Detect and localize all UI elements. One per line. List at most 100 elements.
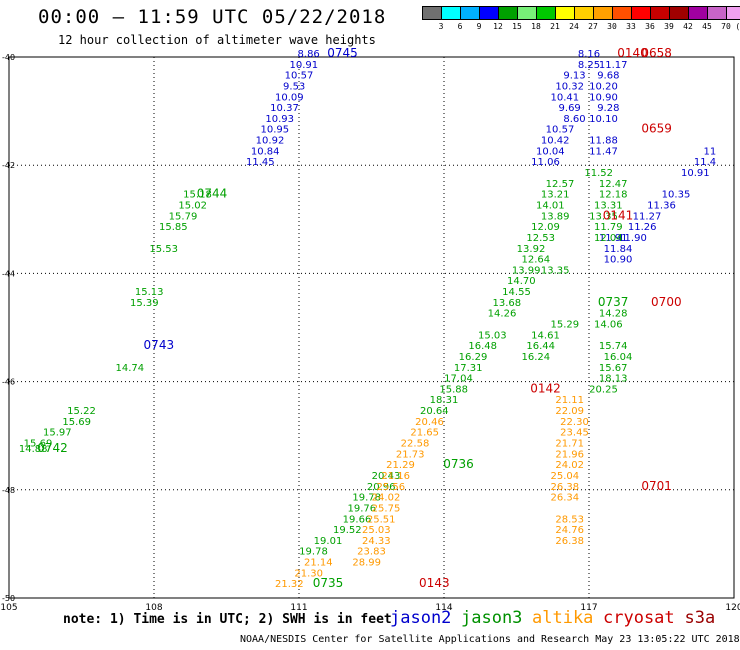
wave-height-point: 16.24: [522, 352, 551, 363]
wave-height-point: 10.10: [589, 114, 618, 125]
wave-height-point: 19.01: [314, 536, 343, 547]
wave-height-point: 9.13: [563, 71, 585, 82]
wave-height-point: 10.93: [265, 114, 294, 125]
y-tick-label: -50: [2, 594, 15, 603]
x-tick-label: 105: [0, 603, 17, 613]
plot-frame: [8, 56, 735, 599]
wave-height-point: 15.69: [62, 417, 91, 428]
legend-item-altika: altika: [532, 608, 594, 628]
wave-height-point: 8.86: [298, 49, 320, 60]
wave-height-point: 21.16: [381, 471, 410, 482]
colorbar-label: 15: [512, 22, 522, 31]
wave-height-point: 25.56: [377, 482, 406, 493]
wave-height-point: 11: [703, 146, 716, 157]
wave-height-point: 28.53: [555, 514, 584, 525]
wave-height-point: 19.78: [299, 547, 328, 558]
wave-height-point: 13.89: [541, 211, 570, 222]
wave-height-point: 21.29: [386, 460, 415, 471]
wave-height-point: 15.02: [178, 200, 207, 211]
wave-height-point: 18.13: [599, 374, 628, 385]
wave-height-point: 25.04: [551, 471, 580, 482]
wave-height-point: 10.92: [256, 136, 285, 147]
x-tick-label: 120: [725, 603, 740, 613]
colorbar-label: 39: [664, 22, 674, 31]
wave-height-point: 11.47: [589, 146, 618, 157]
y-tick-label: -42: [2, 161, 15, 170]
wave-height-point: 21.65: [410, 428, 439, 439]
legend-note: note: 1) Time is in UTC; 2) SWH is in fe…: [63, 612, 392, 627]
wave-height-point: 13.99: [512, 265, 541, 276]
colorbar-label: 70: [721, 22, 731, 31]
wave-height-point: 25.75: [372, 503, 401, 514]
wave-height-point: 22.58: [401, 439, 430, 450]
wave-height-point: 11.79: [594, 222, 623, 233]
wave-height-point: 11.91: [599, 233, 628, 244]
pass-time-label: 0659: [641, 122, 672, 136]
wave-height-point: 17.04: [444, 374, 473, 385]
wave-height-point: 14.01: [536, 200, 565, 211]
colorbar-label: 24: [569, 22, 579, 31]
wave-height-point: 22.30: [560, 417, 589, 428]
pass-time-label: 0737: [598, 295, 629, 309]
wave-height-point: 10.91: [290, 60, 319, 71]
colorbar-label: 18: [531, 22, 541, 31]
wave-height-point: 10.41: [551, 92, 580, 103]
wave-height-point: 8.60: [563, 114, 585, 125]
wave-height-point: 11.90: [618, 233, 647, 244]
y-tick-label: -46: [2, 378, 15, 387]
wave-height-point: 15.67: [599, 363, 628, 374]
x-tick-label: 114: [435, 603, 452, 613]
pass-time-label: 0743: [144, 338, 175, 352]
wave-height-point: 10.90: [604, 255, 633, 266]
wave-height-point: 10.95: [261, 125, 290, 136]
pass-time-label: 0742: [37, 441, 68, 455]
x-tick-label: 111: [290, 603, 307, 613]
wave-height-point: 20.25: [589, 384, 618, 395]
y-tick-label: -44: [2, 269, 15, 278]
wave-height-point: 21.14: [304, 558, 333, 569]
wave-height-point: 11.27: [633, 211, 662, 222]
wave-height-point: 24.02: [372, 493, 401, 504]
wave-height-point: 14.06: [594, 320, 623, 331]
wave-height-point: 13.31: [594, 200, 623, 211]
wave-height-point: 28.99: [352, 558, 381, 569]
wave-height-point: 15.69: [24, 439, 53, 450]
colorbar: [422, 6, 740, 20]
wave-height-point: 13.92: [517, 244, 546, 255]
colorbar-label: 42: [683, 22, 693, 31]
colorbar-label: 33: [626, 22, 636, 31]
wave-height-point: 15.18: [183, 190, 212, 201]
legend-item-cryosat: cryosat: [603, 608, 675, 628]
wave-height-point: 15.97: [43, 428, 72, 439]
wave-height-point: 16.48: [468, 341, 497, 352]
wave-height-point: 23.45: [560, 428, 589, 439]
colorbar-swatch: [726, 6, 740, 20]
wave-height-point: 15.13: [135, 287, 164, 298]
wave-height-point: 20.46: [415, 417, 444, 428]
wave-height-point: 14.26: [488, 309, 517, 320]
wave-height-point: 10.91: [681, 168, 710, 179]
pass-time-label: 0140: [617, 46, 648, 60]
wave-height-point: 24.76: [555, 525, 584, 536]
wave-height-point: 12.64: [522, 255, 551, 266]
wave-height-point: 24.33: [362, 536, 391, 547]
wave-height-point: 26.34: [551, 493, 580, 504]
pass-time-label: 0143: [419, 576, 450, 590]
wave-height-point: 16.04: [604, 352, 633, 363]
wave-height-point: 11.06: [531, 157, 560, 168]
pass-time-label: 0745: [327, 46, 358, 60]
wave-height-point: 20.96: [367, 482, 396, 493]
wave-height-point: 14.55: [502, 287, 531, 298]
colorbar-label: (ft): [735, 22, 740, 31]
wave-height-point: 21.32: [275, 579, 304, 590]
wave-height-point: 15.88: [439, 384, 468, 395]
wave-height-point: 15.03: [478, 330, 507, 341]
wave-height-point: 11.26: [628, 222, 657, 233]
wave-height-point: 18.31: [430, 395, 459, 406]
wave-height-point: 20.64: [420, 406, 449, 417]
wave-height-point: 12.57: [546, 179, 575, 190]
wave-height-point: 23.83: [357, 547, 386, 558]
wave-height-point: 13.35: [589, 211, 618, 222]
wave-height-point: 8.25: [578, 60, 600, 71]
wave-height-point: 12.18: [599, 190, 628, 201]
